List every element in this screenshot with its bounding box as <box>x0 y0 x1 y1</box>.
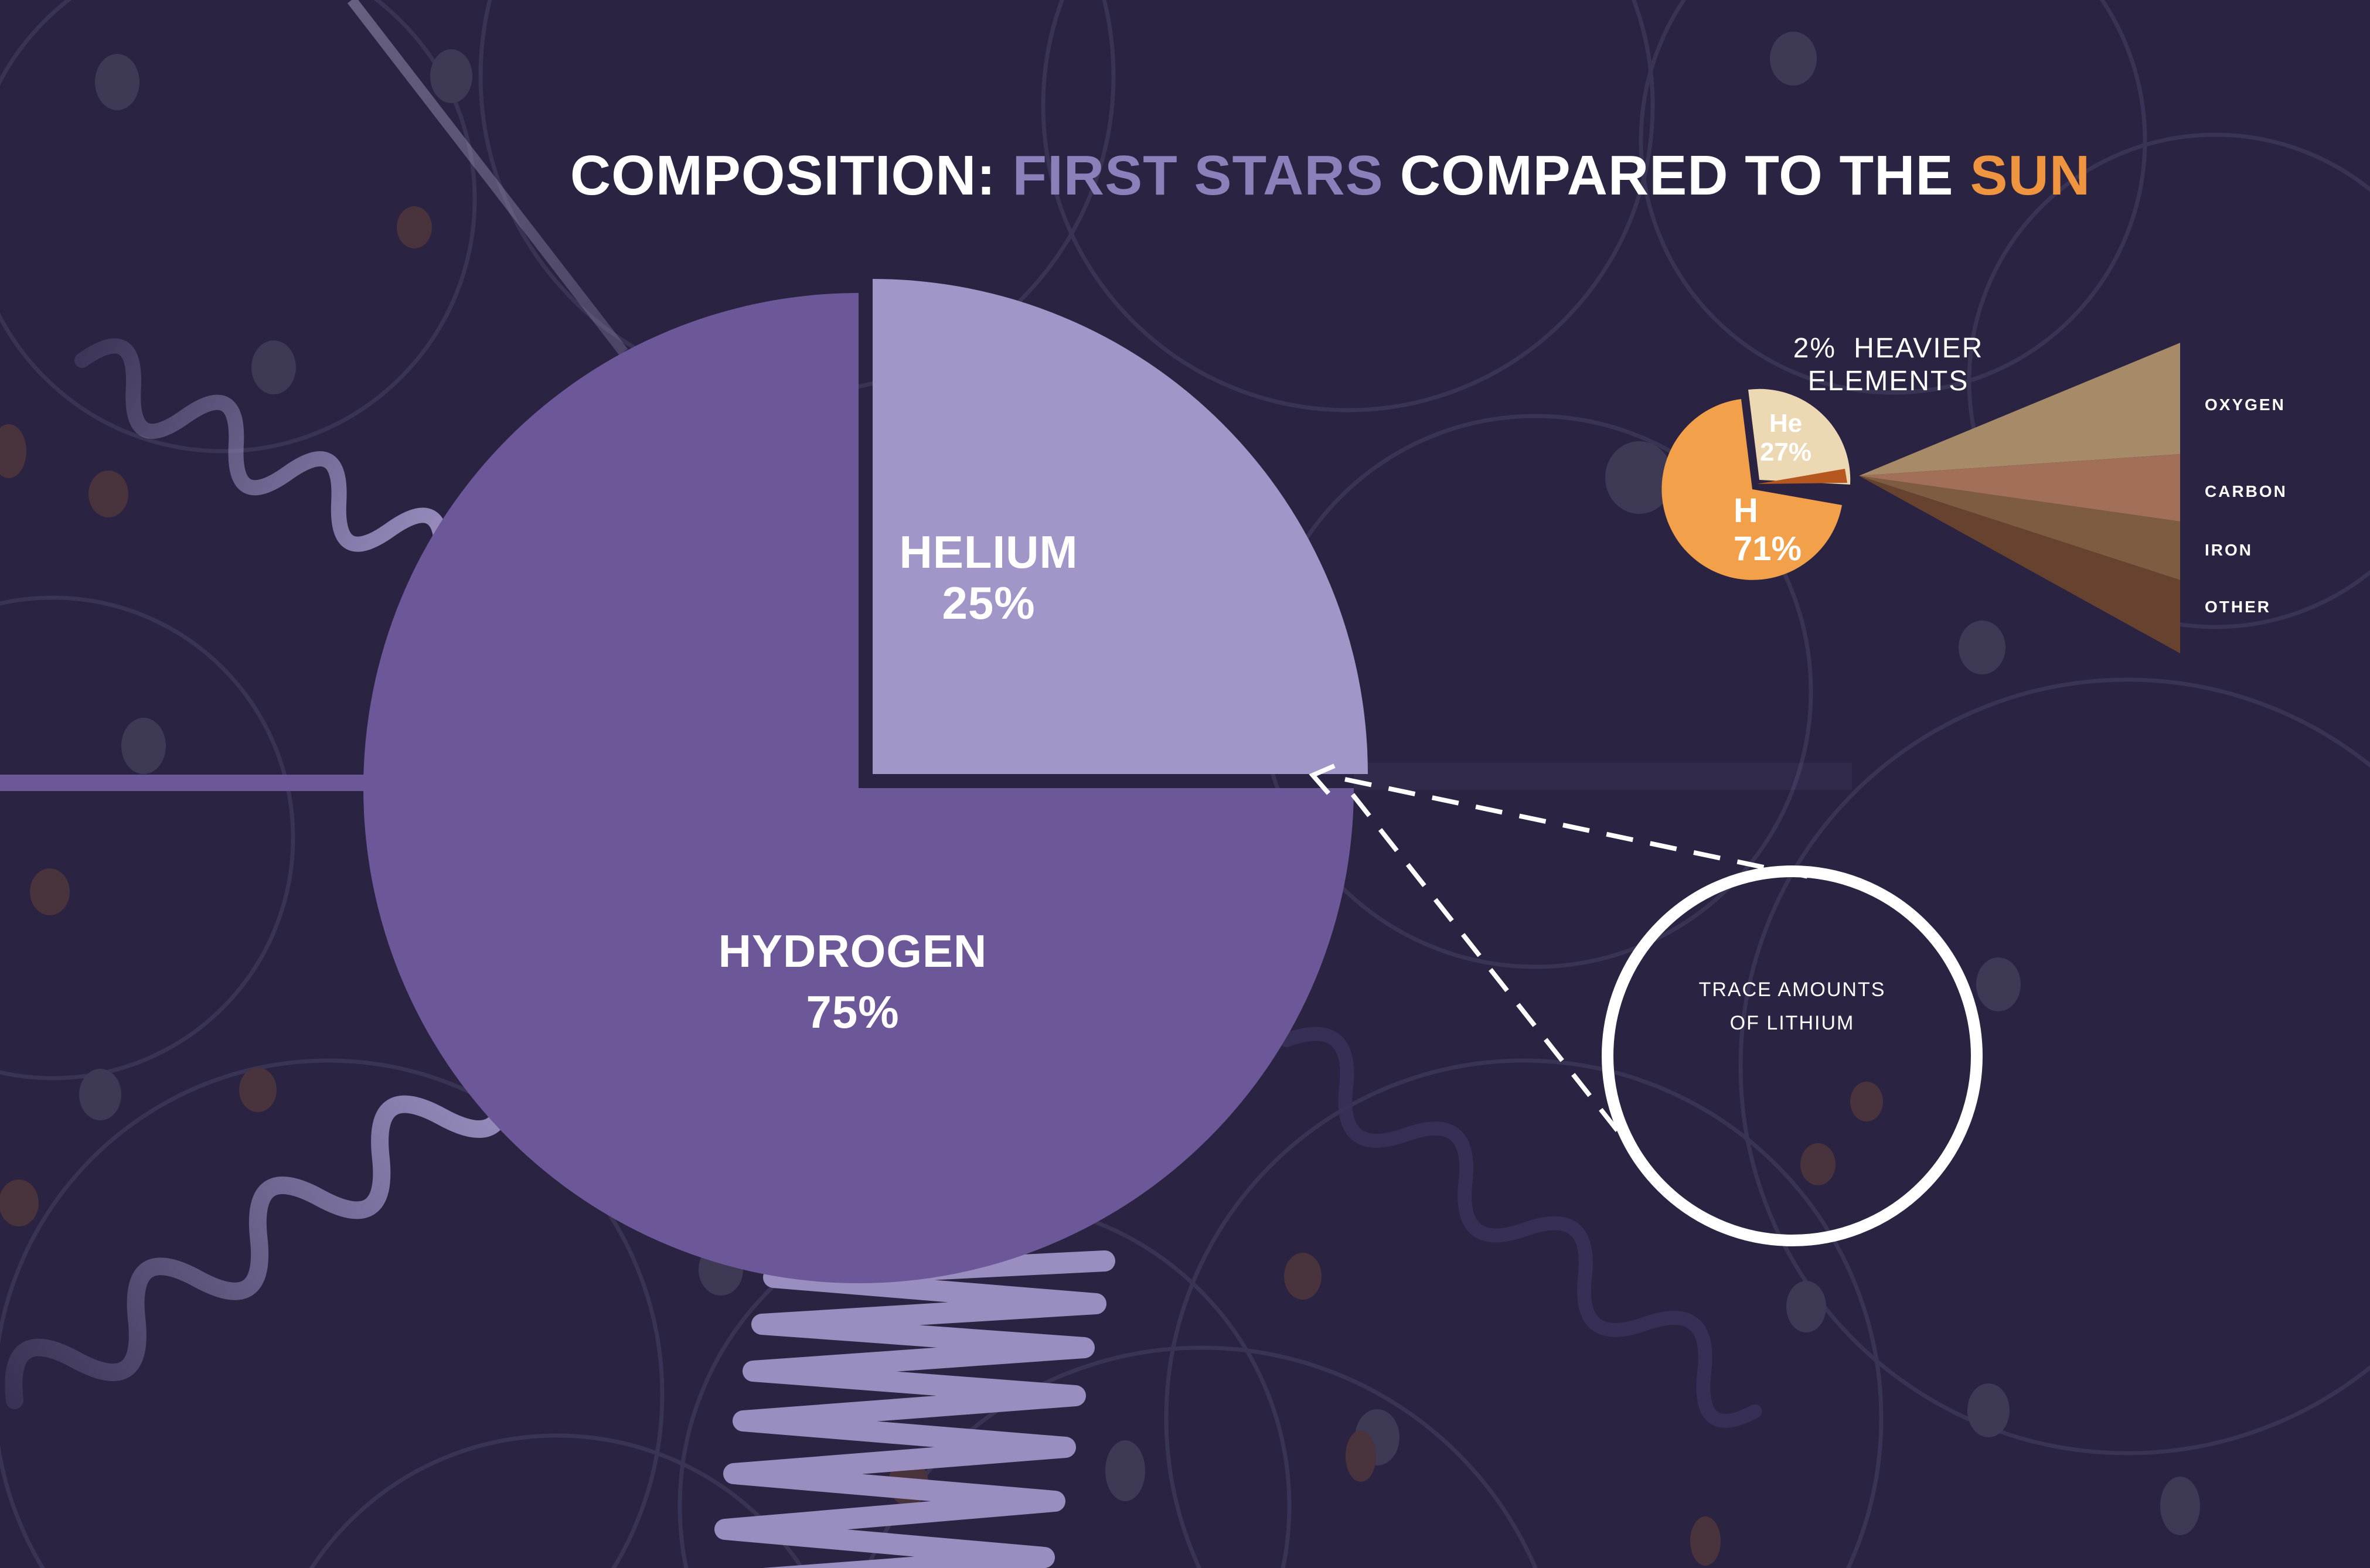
sun-helium-slice <box>1748 388 1851 485</box>
callout-arrowhead-icon <box>1309 763 1336 795</box>
electron-dot <box>95 54 139 110</box>
helium-value: 25% <box>942 577 1035 629</box>
electron-dot <box>30 868 70 915</box>
light-ray <box>347 0 628 356</box>
callout-dashed-line-lower <box>1350 793 1642 1161</box>
electron-dot <box>79 1069 121 1120</box>
callout-dashed-line-upper <box>1344 777 1814 880</box>
carbon-label: CARBON <box>2205 482 2287 500</box>
photon-coil <box>714 1250 1115 1568</box>
electron-dot <box>251 340 296 394</box>
electron-dot <box>2160 1477 2200 1535</box>
svg-text:2%HEAVIER: 2% HEAVIER <box>1793 333 1984 364</box>
electron-dot <box>1105 1440 1145 1501</box>
photon-wave-faint-right <box>1279 1027 1762 1428</box>
electron-dot <box>1346 1430 1376 1482</box>
sun-h-value: 71% <box>1734 530 1802 568</box>
lithium-note-line2: OF LITHIUM <box>1730 1012 1855 1034</box>
orbit-circle <box>0 1058 665 1568</box>
electron-dot <box>121 718 166 774</box>
electron-dot <box>1967 1383 2010 1437</box>
sun-heavier-sliver <box>1757 469 1847 484</box>
sun-h-label: H <box>1734 492 1758 530</box>
electron-dot <box>1959 621 2005 674</box>
iron-label: IRON <box>2205 541 2253 559</box>
lithium-note-line1: TRACE AMOUNTS <box>1699 979 1886 1001</box>
lithium-callout <box>1309 763 1814 1161</box>
helium-label: HELIUM <box>900 526 1078 578</box>
oxygen-band <box>1859 343 2180 476</box>
electron-dot <box>1690 1516 1721 1566</box>
heavier-line2: ELEMENTS <box>1808 366 1969 397</box>
other-label: OTHER <box>2205 598 2271 616</box>
electron-dot <box>1786 1281 1826 1332</box>
sun-he-value: 27% <box>1760 438 1811 466</box>
sun-he-label: He <box>1769 409 1802 438</box>
heavier-word: HEAVIER <box>1854 333 1983 364</box>
hydrogen-value: 75% <box>806 986 899 1038</box>
electron-dot <box>0 1180 39 1226</box>
electron-dot <box>239 1068 277 1112</box>
orbit-circle <box>1041 0 1655 413</box>
photon-wave-lower-left <box>5 1067 513 1409</box>
electron-dot-decorations <box>0 32 2200 1566</box>
orbit-circle <box>0 0 477 454</box>
page-title: COMPOSITION: FIRST STARS COMPARED TO THE SU… <box>570 144 2090 207</box>
left-beam <box>0 775 378 791</box>
sun-pie: H 71% He 27% <box>1661 388 1851 580</box>
electron-dot <box>1976 957 2021 1011</box>
helium-slice <box>873 279 1368 774</box>
electron-dot <box>1284 1253 1322 1300</box>
orbit-circle <box>0 595 295 1080</box>
title-sun: SUN <box>1970 144 2091 207</box>
electron-dot <box>1800 1143 1836 1185</box>
electron-dot <box>1605 441 1673 514</box>
orbit-circle <box>1639 0 2147 395</box>
zoom-band <box>1354 763 1852 790</box>
title-first-stars: FIRST STARS <box>1012 144 1383 207</box>
lithium-circle <box>1602 865 1983 1246</box>
orbit-circle <box>309 1433 805 1568</box>
electron-dot <box>0 424 26 478</box>
first-stars-pie: HELIUM 25% HYDROGEN 75% <box>363 279 1368 1283</box>
photon-wave-upper-left <box>74 338 450 566</box>
heavier-elements-heading: 2% HEAVIER ELEMENTS <box>1793 333 1984 397</box>
orbit-circle <box>1738 677 2370 1455</box>
electron-dot <box>1770 32 1817 86</box>
heavier-pct: 2% <box>1793 333 1836 364</box>
hydrogen-slice <box>363 293 1354 1283</box>
lithium-annotation: TRACE AMOUNTS OF LITHIUM <box>1602 865 1983 1246</box>
electron-dot <box>88 471 128 517</box>
title-prefix: COMPOSITION: <box>570 144 996 207</box>
electron-dot <box>1850 1082 1883 1122</box>
orbit-circle <box>865 1345 1538 1568</box>
heavier-elements-cone: OXYGEN CARBON IRON OTHER <box>1859 343 2287 653</box>
sun-hydrogen-slice <box>1661 399 1842 580</box>
title-middle: COMPARED TO THE <box>1400 144 1954 207</box>
carbon-band <box>1859 454 2180 521</box>
hydrogen-label: HYDROGEN <box>719 925 988 977</box>
other-band <box>1859 476 2180 653</box>
orbit-circle <box>1967 132 2370 629</box>
electron-dot <box>430 49 472 103</box>
orbit-circle <box>1164 1058 1884 1568</box>
electron-dot <box>397 206 432 248</box>
oxygen-label: OXYGEN <box>2205 396 2286 414</box>
